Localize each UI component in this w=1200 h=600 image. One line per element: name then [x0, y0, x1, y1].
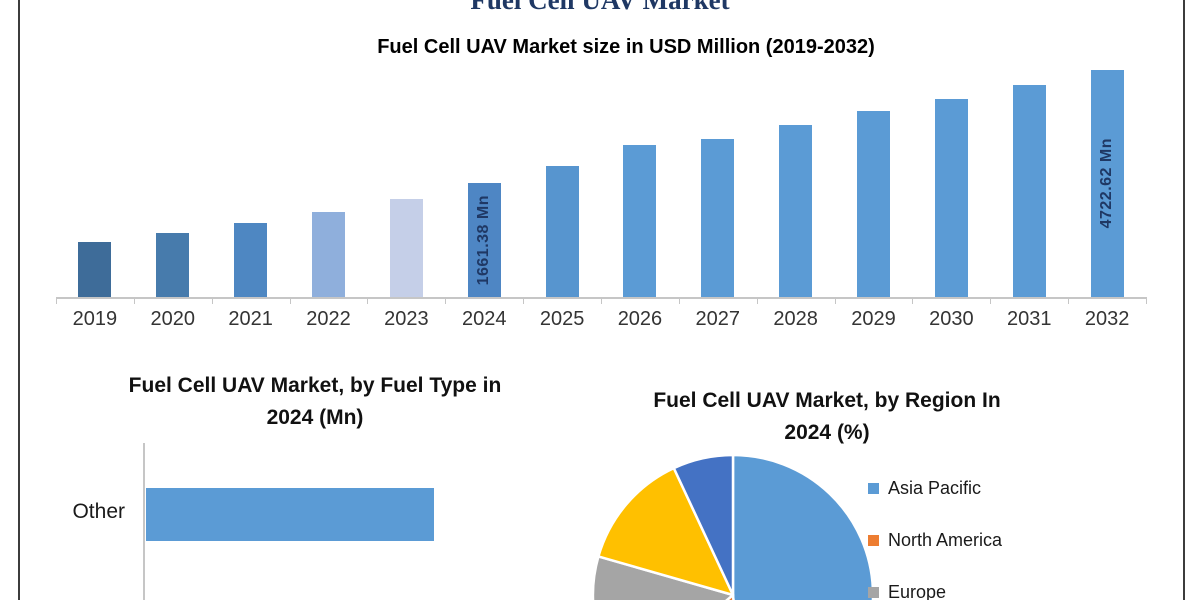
pie-slice-asia-pacific	[731, 455, 875, 600]
market-size-bar-2028	[779, 125, 813, 297]
x-axis-tick	[756, 299, 758, 304]
legend-item-north-america: North America	[868, 530, 1002, 551]
legend-swatch-icon	[868, 483, 879, 494]
fuel-type-category-label: Other	[72, 500, 125, 523]
x-axis-label-2023: 2023	[384, 308, 429, 330]
x-axis-label-2024: 2024	[461, 308, 507, 330]
x-axis-label-2025: 2025	[539, 308, 585, 330]
legend-item-asia-pacific: Asia Pacific	[868, 478, 1002, 499]
market-size-bar-2031	[1012, 85, 1046, 297]
bar-data-label-2032: 4722.62 Mn	[1098, 138, 1116, 229]
left-border-line	[18, 0, 20, 600]
legend-swatch-icon	[868, 535, 879, 546]
market-size-chart-title: Fuel Cell UAV Market size in USD Million…	[377, 36, 875, 58]
x-axis-tick	[445, 299, 447, 304]
x-axis-label-2022: 2022	[306, 308, 351, 330]
x-axis-label-2026: 2026	[617, 308, 663, 330]
x-axis-label-2030: 2030	[929, 308, 974, 330]
market-size-bar-2029	[857, 111, 891, 297]
pie-slice-unlabeled-3	[597, 466, 735, 597]
market-size-bar-2024: 1661.38 Mn	[467, 183, 501, 297]
x-axis-tick	[912, 299, 914, 304]
market-size-bar-2020	[156, 233, 190, 297]
x-axis-tick	[133, 299, 135, 304]
market-size-bar-2022	[312, 212, 345, 297]
region-chart-title-line1: Fuel Cell UAV Market, by Region In	[653, 389, 1001, 412]
region-pie-legend: Asia Pacific North America Europe	[868, 478, 1002, 600]
market-size-bar-2026	[623, 145, 657, 297]
x-axis-label-2029: 2029	[851, 308, 896, 330]
market-size-bar-2032: 4722.62 Mn	[1090, 70, 1124, 297]
x-axis-label-2021: 2021	[228, 308, 273, 330]
right-border-line	[1183, 0, 1185, 600]
pie-slice-europe	[591, 555, 735, 600]
x-axis-tick	[367, 299, 369, 304]
pie-slice-unlabeled-4	[672, 455, 735, 597]
page-title: Fuel Cell UAV Market	[470, 0, 730, 15]
x-axis-tick	[289, 299, 291, 304]
market-size-bar-2030	[934, 99, 968, 297]
x-axis-tick	[56, 299, 57, 304]
legend-item-europe: Europe	[868, 582, 1002, 600]
x-axis-tick	[1068, 299, 1070, 304]
market-size-plot-area: 2019 2020 2021 2022 2023 1661.38 Mn 2024 2025 20…	[56, 70, 1148, 330]
region-chart-title-line2: 2024 (%)	[784, 421, 870, 444]
fuel-type-chart-title-line2: 2024 (Mn)	[266, 406, 364, 429]
market-size-bar-2023	[389, 199, 423, 297]
bar-data-label-2024: 1661.38 Mn	[475, 194, 493, 286]
x-axis-label-2020: 2020	[150, 308, 196, 330]
x-axis-label-2028: 2028	[773, 308, 818, 330]
legend-label: Asia Pacific	[888, 478, 982, 498]
fuel-type-y-axis-line	[143, 443, 145, 600]
market-size-bar-2021	[234, 223, 268, 297]
x-axis-tick	[211, 299, 213, 304]
x-axis-label-2032: 2032	[1084, 308, 1130, 330]
fuel-type-bar-other	[146, 488, 434, 541]
legend-label: North America	[888, 530, 1003, 550]
x-axis-tick	[601, 299, 603, 304]
x-axis-label-2019: 2019	[72, 308, 118, 330]
x-axis-tick	[990, 299, 992, 304]
x-axis-tick	[678, 299, 680, 304]
legend-swatch-icon	[868, 587, 879, 598]
market-size-bar-2027	[701, 139, 735, 297]
x-axis-tick	[1146, 299, 1148, 304]
x-axis-label-2031: 2031	[1006, 308, 1052, 330]
region-pie	[591, 455, 875, 600]
x-axis-tick	[834, 299, 836, 304]
legend-label: Europe	[888, 582, 947, 600]
market-size-bar-2025	[545, 166, 579, 297]
x-axis-label-2027: 2027	[695, 308, 741, 330]
x-axis-line	[56, 297, 1147, 299]
market-size-bar-2019	[78, 242, 112, 297]
x-axis-tick	[523, 299, 525, 304]
fuel-type-chart-title-line1: Fuel Cell UAV Market, by Fuel Type in	[128, 374, 502, 397]
